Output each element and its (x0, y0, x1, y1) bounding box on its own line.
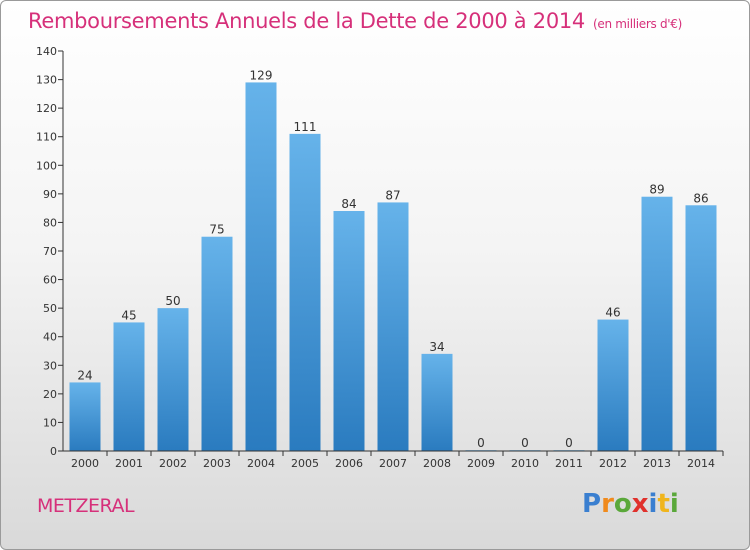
data-label-2004: 129 (250, 68, 273, 82)
y-tick-label: 120 (36, 102, 57, 115)
bar-2012 (597, 319, 629, 451)
x-tick-label-2000: 2000 (71, 457, 99, 470)
bar-2008 (421, 353, 453, 451)
data-label-2007: 87 (385, 188, 400, 202)
x-tick-label-2010: 2010 (511, 457, 539, 470)
x-tick-label-2014: 2014 (687, 457, 715, 470)
x-tick-label-2008: 2008 (423, 457, 451, 470)
y-tick-label: 40 (43, 331, 57, 344)
chart-subtitle: (en milliers d'€) (593, 17, 683, 31)
chart-title: Remboursements Annuels de la Dette de 20… (28, 9, 682, 33)
data-label-2011: 0 (565, 436, 573, 450)
x-tick-label-2009: 2009 (467, 457, 495, 470)
y-tick-label: 140 (36, 45, 57, 58)
y-tick-label: 90 (43, 188, 57, 201)
x-tick-label-2003: 2003 (203, 457, 231, 470)
data-label-2001: 45 (121, 308, 136, 322)
y-tick-label: 0 (50, 445, 57, 458)
data-label-2012: 46 (605, 306, 620, 320)
bar-2005 (289, 133, 321, 451)
x-tick-label-2006: 2006 (335, 457, 363, 470)
logo-letter: i (669, 489, 679, 519)
bar-2003 (201, 236, 233, 451)
data-label-2000: 24 (77, 368, 92, 382)
data-labels: 24 45 50 75 129 111 84 87 34 0 0 0 46 89 86 (77, 68, 708, 450)
bar-2001 (113, 322, 145, 451)
bar-2007 (377, 202, 409, 451)
logo-letter: r (601, 489, 614, 519)
x-tick-label-2012: 2012 (599, 457, 627, 470)
x-tick-label-2007: 2007 (379, 457, 407, 470)
x-tick-label-2011: 2011 (555, 457, 583, 470)
data-label-2008: 34 (429, 340, 444, 354)
logo-letter: i (648, 489, 658, 519)
y-tick-label: 130 (36, 74, 57, 87)
data-label-2009: 0 (477, 436, 485, 450)
bar-2004 (245, 82, 277, 451)
y-tick-label: 30 (43, 359, 57, 372)
logo-letter: x (631, 489, 649, 519)
bars (69, 82, 717, 451)
bar-2000 (69, 382, 101, 451)
place-name: METZERAL (37, 495, 135, 517)
data-label-2002: 50 (165, 294, 180, 308)
data-label-2006: 84 (341, 197, 356, 211)
y-tick-label: 100 (36, 159, 57, 172)
data-label-2014: 86 (693, 191, 708, 205)
y-tick-label: 10 (43, 416, 57, 429)
y-tick-label: 50 (43, 302, 57, 315)
y-tick-label: 80 (43, 216, 57, 229)
y-tick-label: 20 (43, 388, 57, 401)
logo-letter: o (613, 489, 632, 519)
y-axis-ticks: 0 10 20 30 40 50 60 70 80 90 100 110 120 130 140 (36, 45, 63, 458)
x-tick-label-2005: 2005 (291, 457, 319, 470)
bar-2014 (685, 205, 717, 451)
y-tick-label: 70 (43, 245, 57, 258)
x-axis-ticks: 2000 2001 2002 2003 2004 2005 2006 2007 2008 2009… (71, 451, 724, 470)
y-tick-label: 110 (36, 131, 57, 144)
data-label-2003: 75 (209, 223, 224, 237)
bar-2013 (641, 196, 673, 451)
data-label-2013: 89 (649, 183, 664, 197)
x-tick-label-2001: 2001 (115, 457, 143, 470)
x-tick-label-2002: 2002 (159, 457, 187, 470)
x-tick-label-2004: 2004 (247, 457, 275, 470)
bar-2006 (333, 211, 365, 451)
x-tick-label-2013: 2013 (643, 457, 671, 470)
chart-title-text: Remboursements Annuels de la Dette de 20… (28, 9, 585, 33)
y-tick-label: 60 (43, 274, 57, 287)
proxiti-logo: Proxiti (582, 489, 679, 519)
data-label-2010: 0 (521, 436, 529, 450)
bar-2002 (157, 308, 189, 451)
data-label-2005: 111 (294, 120, 317, 134)
logo-letter: t (657, 489, 670, 519)
logo-letter: P (582, 489, 602, 519)
